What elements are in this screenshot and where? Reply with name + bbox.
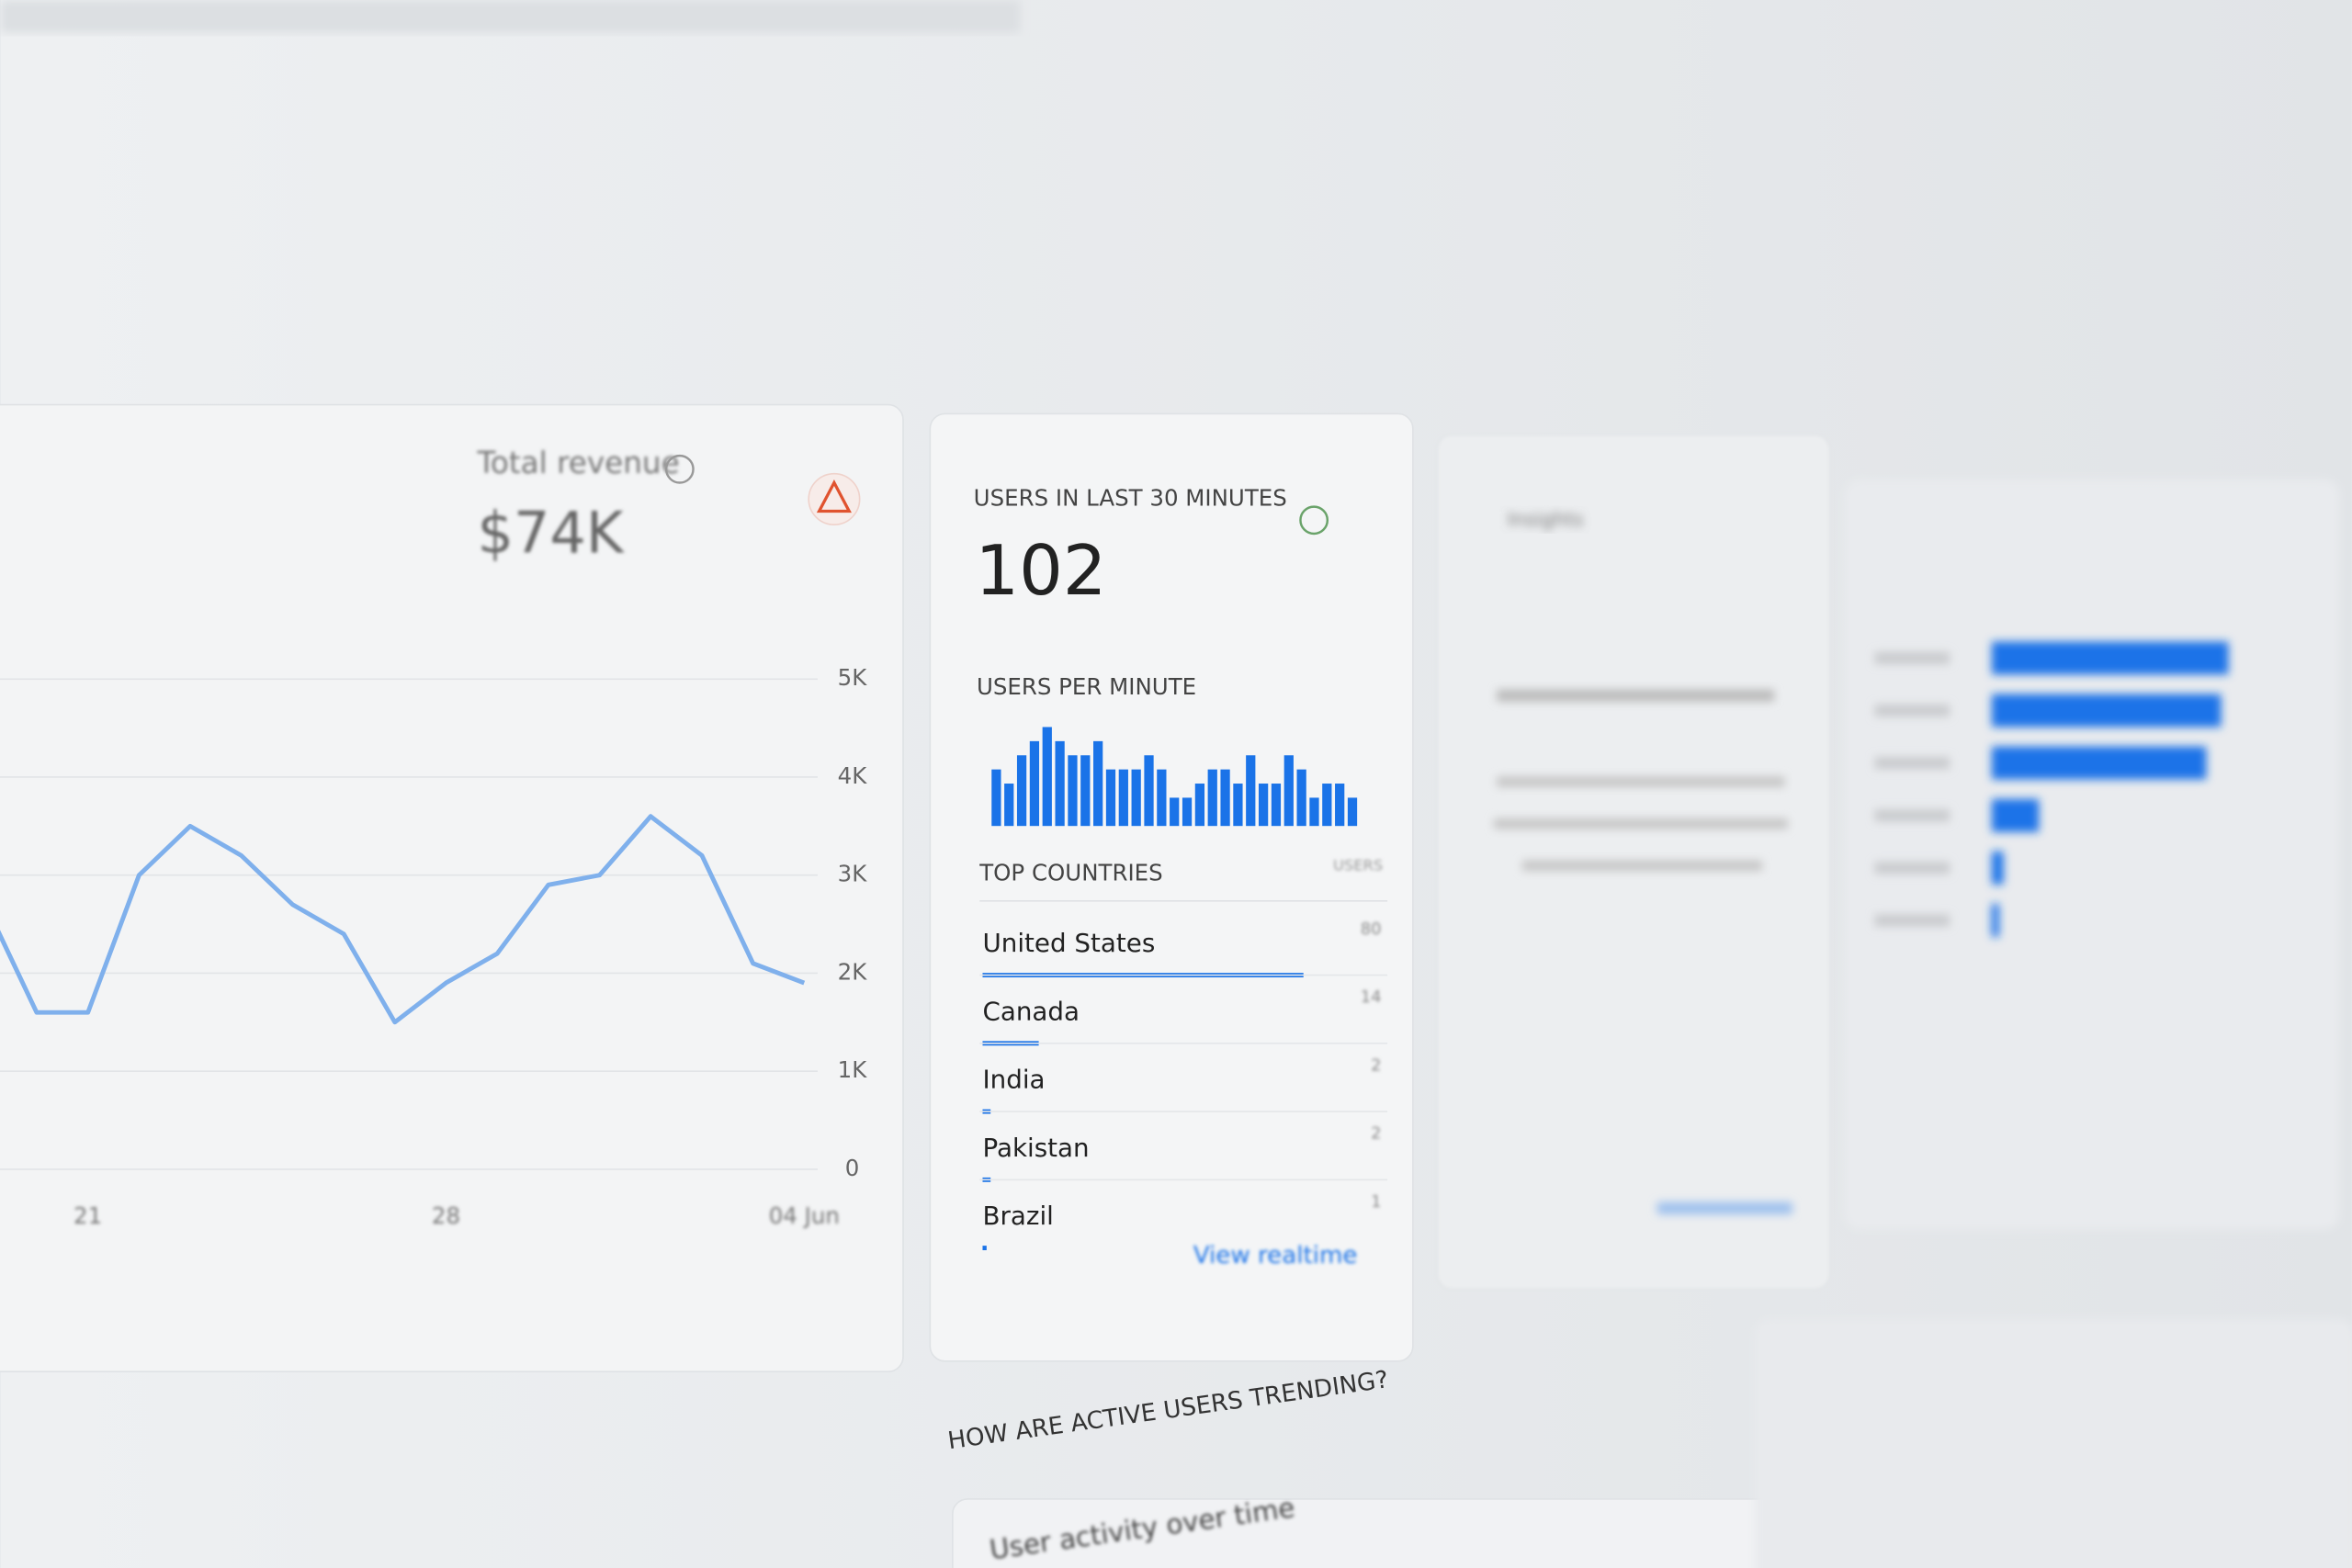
blurred-bar (1991, 694, 2222, 728)
minute-bar (991, 769, 1001, 827)
label-placeholder (1874, 705, 1951, 717)
x-tick-label: 21 (74, 1202, 102, 1229)
revenue-line (0, 814, 806, 1025)
revenue-title: Total revenue (477, 446, 680, 480)
country-bar (982, 1246, 987, 1251)
alert-icon (816, 479, 852, 513)
link-line (1657, 1201, 1792, 1214)
blurred-bar (1991, 641, 2229, 675)
realtime-card (929, 412, 1414, 1362)
blurred-bar (1991, 904, 1999, 937)
y-tick-label: 0 (845, 1155, 860, 1181)
minute-bar (1068, 755, 1078, 827)
y-tick-label: 5K (838, 664, 868, 691)
minute-bar (1131, 769, 1141, 827)
minute-bar (1157, 769, 1167, 827)
text-line (1497, 776, 1785, 787)
minute-bar (1258, 784, 1269, 827)
label-placeholder (1874, 757, 1951, 770)
y-tick-label: 1K (838, 1056, 868, 1083)
revenue-value: $74K (478, 499, 625, 566)
x-tick-label: 04 Jun (769, 1202, 840, 1229)
minute-bar (1322, 784, 1332, 827)
minute-bar (1080, 755, 1091, 827)
minute-bar (1042, 727, 1052, 827)
help-icon (664, 454, 695, 484)
y-tick-label: 3K (838, 861, 868, 887)
insights-title: Insights (1508, 508, 1584, 531)
countries-column: USERS (1333, 857, 1383, 874)
side-card (1844, 479, 2340, 1230)
country-name: Pakistan (982, 1133, 1089, 1163)
minute-bar (1335, 784, 1345, 827)
realtime-value: 102 (975, 530, 1106, 611)
country-name: Brazil (982, 1201, 1053, 1231)
minute-bar (1016, 755, 1027, 827)
countries-title: TOP COUNTRIES (978, 859, 1162, 886)
per-minute-title: USERS PER MINUTE (977, 673, 1196, 700)
lower-right-card (1754, 1319, 2352, 1568)
minute-bar (1144, 755, 1154, 827)
minute-bar (1246, 755, 1256, 827)
text-line (1493, 818, 1788, 829)
status-icon (1299, 505, 1329, 536)
label-placeholder (1874, 651, 1951, 664)
minute-bar (1105, 769, 1116, 827)
minute-bar (1296, 769, 1306, 827)
blurred-chart (1874, 641, 2229, 937)
minute-bar (1207, 769, 1217, 827)
text-line (1521, 860, 1763, 872)
realtime-title: USERS IN LAST 30 MINUTES (974, 484, 1287, 511)
minute-bar (1004, 784, 1014, 827)
label-placeholder (1874, 809, 1951, 822)
minute-bar (1194, 784, 1205, 827)
top-bar (0, 0, 1021, 33)
minute-bar (1093, 740, 1103, 827)
blurred-bar (1991, 746, 2207, 780)
minute-bar (1118, 769, 1128, 827)
revenue-card (0, 403, 904, 1373)
country-count: 14 (1361, 987, 1382, 1007)
x-tick-label: 28 (432, 1202, 460, 1229)
country-name: India (982, 1065, 1045, 1095)
country-count: 2 (1371, 1124, 1381, 1144)
minute-bar (1182, 797, 1193, 827)
insights-placeholder (1493, 689, 1792, 1214)
country-name: Canada (982, 996, 1080, 1026)
minute-bar (1271, 784, 1282, 827)
label-placeholder (1874, 862, 1951, 874)
y-tick-label: 4K (838, 762, 868, 789)
country-count: 80 (1361, 919, 1382, 939)
y-tick-label: 2K (838, 958, 868, 985)
country-name: United States (982, 928, 1155, 958)
minute-bar (1283, 755, 1294, 827)
minute-bar (1029, 740, 1040, 827)
minute-bar (1309, 797, 1319, 827)
minute-bar (1347, 797, 1358, 827)
country-count: 2 (1371, 1055, 1381, 1075)
text-line (1497, 689, 1775, 702)
blurred-bar (1991, 798, 2040, 832)
minute-bar (1170, 797, 1180, 827)
minute-bar (1233, 784, 1243, 827)
country-count: 1 (1371, 1192, 1381, 1212)
blurred-bar (1991, 851, 2004, 885)
minute-bar (1220, 769, 1230, 827)
view-realtime-link[interactable]: View realtime (1193, 1242, 1358, 1269)
minute-bar (1055, 740, 1065, 827)
label-placeholder (1874, 914, 1951, 927)
